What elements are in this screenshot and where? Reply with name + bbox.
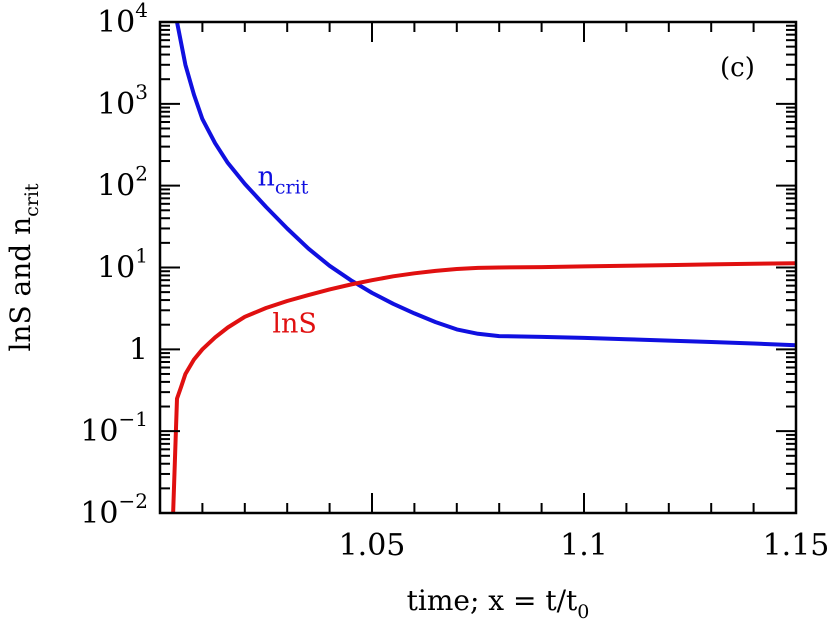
series-label-n: ncrit [258,162,309,199]
y-tick-label: 102 [97,162,148,204]
y-tick-label: 104 [97,0,148,40]
y-axis-title: lnS and ncrit [4,183,43,351]
series-label-lns: lnS [272,309,317,340]
x-tick-label: 1.1 [560,528,608,563]
series-line-n [175,22,796,348]
y-tick-label: 101 [97,244,148,286]
panel-label: (c) [720,53,755,83]
x-axis-title-subscript: 0 [577,601,589,623]
x-axis-title: time; x = t/t0 [407,584,590,623]
plot-area: ncrit lnS [171,22,796,513]
y-axis-title-main: lnS and n [4,217,37,352]
series-line-lns [171,261,796,513]
x-axis-title-main: time; x = t/t [407,584,578,617]
y-axis-title-subscript: crit [21,183,43,217]
y-tick-label: 10−1 [80,407,148,449]
y-tick-label: 103 [97,80,148,122]
x-tick-label: 1.15 [763,528,830,563]
y-tick-label: 10−2 [80,489,148,531]
x-tick-label: 1.05 [339,528,406,563]
y-tick-label: 1 [129,332,148,367]
axis-ticks: 1.05 1.1 1.15 10−2 10−1 1 101 102 103 104 [80,0,829,563]
